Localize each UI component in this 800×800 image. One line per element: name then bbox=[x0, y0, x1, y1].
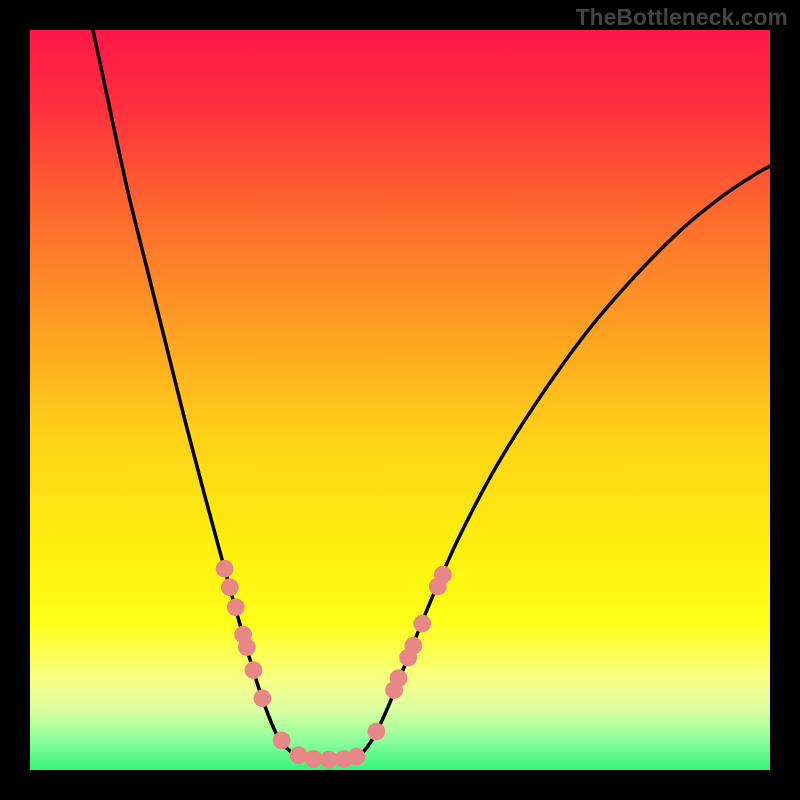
data-marker bbox=[253, 689, 271, 707]
data-marker bbox=[290, 746, 308, 764]
watermark-text: TheBottleneck.com bbox=[576, 4, 788, 31]
plot-area bbox=[30, 30, 770, 770]
data-marker bbox=[273, 732, 291, 750]
data-marker bbox=[367, 723, 385, 741]
data-marker bbox=[305, 750, 323, 768]
data-marker bbox=[434, 566, 452, 584]
data-marker bbox=[413, 615, 431, 633]
data-marker bbox=[245, 661, 263, 679]
bottleneck-curve bbox=[93, 30, 770, 760]
data-marker bbox=[404, 637, 422, 655]
chart-frame: TheBottleneck.com bbox=[0, 0, 800, 800]
data-marker bbox=[221, 578, 239, 596]
data-marker bbox=[227, 598, 245, 616]
curve-svg bbox=[30, 30, 770, 770]
data-marker bbox=[216, 560, 234, 578]
data-marker bbox=[238, 638, 256, 656]
data-marker bbox=[390, 669, 408, 687]
marker-group bbox=[216, 560, 452, 769]
data-marker bbox=[347, 748, 365, 766]
